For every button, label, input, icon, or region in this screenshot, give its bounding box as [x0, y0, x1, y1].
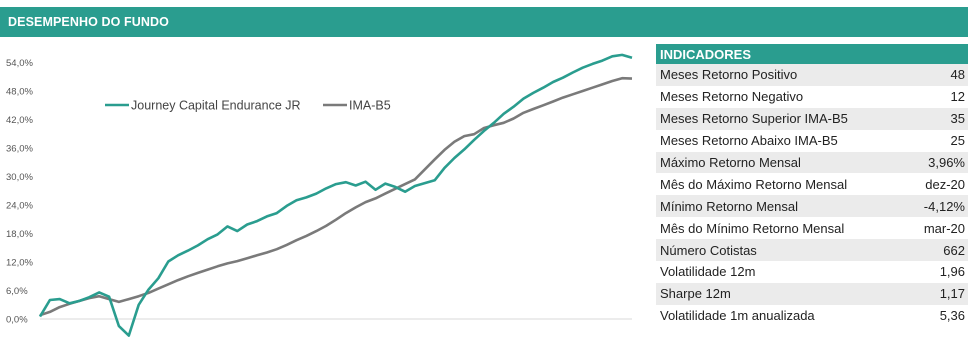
y-tick-label: 0,0% [6, 315, 28, 326]
indicator-label: Mês do Mínimo Retorno Mensal [660, 220, 845, 236]
y-tick-label: 18,0% [6, 229, 33, 240]
performance-chart: 0,0% 6,0% 12,0% 18,0% 24,0% 30,0% 36,0% 42,0% 48… [0, 44, 650, 340]
indicator-row: Volatilidade 12m 1,96 [656, 261, 968, 283]
indicator-row: Meses Retorno Superior IMA-B5 35 [656, 107, 968, 130]
indicators-panel: INDICADORES Meses Retorno Positivo 48 Mese… [656, 44, 968, 327]
y-tick-label: 12,0% [6, 258, 33, 269]
indicator-label: Meses Retorno Abaixo IMA-B5 [660, 133, 838, 149]
section-title: DESEMPENHO DO FUNDO [8, 15, 169, 29]
y-tick-label: 24,0% [6, 201, 33, 212]
indicator-label: Volatilidade 1m anualizada [660, 308, 815, 324]
indicator-row: Meses Retorno Negativo 12 [656, 85, 968, 108]
benchmark-series-line [39, 76, 633, 317]
indicators-title: INDICADORES [656, 44, 968, 64]
indicator-label: Mês do Máximo Retorno Mensal [660, 176, 848, 192]
indicator-value: 48 [950, 67, 965, 83]
indicator-row: Volatilidade 1m anualizada 5,36 [656, 304, 968, 327]
indicator-row: Mês do Mínimo Retorno Mensal mar-20 [656, 217, 968, 240]
y-tick-label: 30,0% [6, 172, 33, 183]
indicator-row: Mês do Máximo Retorno Mensal dez-20 [656, 173, 968, 196]
y-tick-label: 36,0% [6, 144, 33, 155]
indicator-value: 5,36 [939, 308, 965, 324]
indicator-value: 662 [943, 242, 965, 258]
indicator-value: 12 [950, 89, 965, 105]
legend-fund-label: Journey Capital Endurance JR [131, 99, 301, 113]
indicator-value: dez-20 [925, 176, 965, 192]
indicator-row: Sharpe 12m 1,17 [656, 282, 968, 305]
indicator-label: Meses Retorno Negativo [660, 89, 804, 105]
indicator-row: Máximo Retorno Mensal 3,96% [656, 151, 968, 174]
indicator-label: Máximo Retorno Mensal [660, 155, 801, 170]
indicator-row: Número Cotistas 662 [656, 239, 968, 262]
y-tick-label: 54,0% [6, 58, 33, 69]
y-tick-label: 6,0% [6, 286, 28, 297]
indicator-value: 25 [950, 133, 965, 149]
indicator-row: Meses Retorno Abaixo IMA-B5 25 [656, 129, 968, 152]
indicator-row: Meses Retorno Positivo 48 [656, 64, 968, 86]
legend-benchmark-label: IMA-B5 [349, 99, 391, 113]
indicator-label: Meses Retorno Superior IMA-B5 [660, 111, 848, 127]
indicator-value: 35 [950, 111, 965, 127]
section-header: DESEMPENHO DO FUNDO [0, 7, 968, 37]
line-chart-svg: 0,0% 6,0% 12,0% 18,0% 24,0% 30,0% 36,0% 42,0% 48… [6, 53, 633, 337]
indicators-table: Meses Retorno Positivo 48 Meses Retorno Ne… [656, 64, 968, 327]
indicator-value: 1,96 [939, 264, 965, 280]
indicator-value: -4,12% [923, 198, 965, 214]
indicator-label: Volatilidade 12m [660, 264, 756, 280]
indicator-label: Meses Retorno Positivo [660, 67, 798, 83]
indicator-value: mar-20 [923, 220, 965, 236]
fund-series-line [38, 53, 633, 337]
indicator-label: Número Cotistas [660, 242, 757, 258]
indicator-value: 3,96% [928, 155, 965, 170]
y-tick-label: 48,0% [6, 87, 33, 98]
indicator-value: 1,17 [939, 286, 965, 302]
indicator-label: Sharpe 12m [660, 286, 731, 302]
indicator-label: Mínimo Retorno Mensal [660, 198, 798, 214]
y-tick-label: 42,0% [6, 115, 33, 126]
indicator-row: Mínimo Retorno Mensal -4,12% [656, 195, 968, 218]
